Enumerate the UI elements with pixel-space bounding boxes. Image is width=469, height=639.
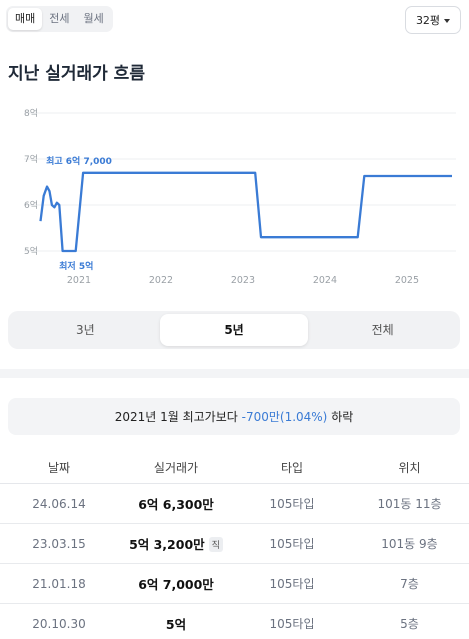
period-selector: 3년 5년 전체 bbox=[8, 311, 460, 349]
row-date: 24.06.14 bbox=[32, 496, 86, 511]
table-row[interactable]: 24.06.14 6억 6,300만 105타입 101동 11층 bbox=[0, 484, 469, 524]
row-date: 20.10.30 bbox=[32, 616, 86, 631]
tab-sale[interactable]: 매매 bbox=[8, 8, 43, 30]
direct-deal-badge: 직 bbox=[208, 537, 223, 552]
header-type: 타입 bbox=[280, 461, 304, 475]
price-trend-chart: 8억 7억 6억 5억 2021 2022 2023 2024 2025 최고 6억 7,00… bbox=[24, 107, 456, 286]
period-option-3y[interactable]: 3년 bbox=[75, 323, 95, 337]
row-type: 105타입 bbox=[269, 617, 315, 631]
header-date: 날짜 bbox=[47, 461, 71, 475]
transactions-table-header: 날짜 실거래가 타입 위치 bbox=[0, 452, 469, 484]
row-location: 101동 9층 bbox=[381, 537, 438, 551]
x-tick-label: 2021 bbox=[67, 275, 91, 286]
period-option-5y[interactable]: 5년 bbox=[159, 314, 309, 346]
summary-prefix: 2021년 1월 최고가보다 bbox=[114, 410, 242, 424]
row-price: 5억 3,200만 bbox=[129, 537, 205, 552]
deal-type-tabs: 매매 전세 월세 bbox=[6, 6, 113, 32]
x-tick-label: 2025 bbox=[395, 275, 419, 286]
summary-suffix: 하락 bbox=[327, 410, 354, 424]
section-divider bbox=[0, 369, 469, 378]
header-location: 위치 bbox=[398, 461, 421, 475]
x-tick-label: 2024 bbox=[313, 275, 337, 286]
y-tick-label: 5억 bbox=[24, 245, 38, 257]
row-price: 5억 bbox=[165, 617, 187, 632]
row-type: 105타입 bbox=[269, 577, 315, 591]
page-title: 지난 실거래가 흐름 bbox=[8, 64, 145, 84]
price-series-line bbox=[39, 171, 452, 253]
y-tick-label: 6억 bbox=[24, 199, 38, 211]
size-select[interactable]: 32평 bbox=[405, 6, 461, 34]
min-price-label: 최저 5억 bbox=[59, 260, 93, 272]
row-location: 101동 11층 bbox=[377, 497, 442, 511]
y-tick-label: 8억 bbox=[24, 107, 38, 119]
row-price: 6억 7,000만 bbox=[138, 577, 214, 592]
x-tick-label: 2023 bbox=[231, 275, 255, 286]
table-row[interactable]: 21.01.18 6억 7,000만 105타입 7층 bbox=[0, 564, 469, 604]
x-tick-label: 2022 bbox=[149, 275, 173, 286]
table-row[interactable]: 20.10.30 5억 105타입 5층 bbox=[0, 604, 469, 639]
y-tick-label: 7억 bbox=[24, 153, 38, 165]
period-option-all[interactable]: 전체 bbox=[371, 323, 394, 337]
chevron-down-icon bbox=[444, 18, 451, 23]
row-date: 21.01.18 bbox=[32, 576, 86, 591]
row-type: 105타입 bbox=[269, 537, 315, 551]
row-location: 7층 bbox=[400, 577, 419, 591]
header-price: 실거래가 bbox=[153, 461, 199, 475]
row-date: 23.03.15 bbox=[32, 536, 86, 551]
size-select-value: 32평 bbox=[415, 14, 441, 27]
tab-monthly-rent[interactable]: 월세 bbox=[83, 12, 104, 25]
row-price: 6억 6,300만 bbox=[138, 497, 214, 512]
max-price-label: 최고 6억 7,000 bbox=[46, 155, 112, 167]
tab-jeonse[interactable]: 전세 bbox=[49, 12, 70, 25]
row-location: 5층 bbox=[400, 617, 419, 631]
price-change-summary: 2021년 1월 최고가보다 -700만(1.04%) 하락 bbox=[8, 398, 460, 435]
summary-change: -700만(1.04%) bbox=[241, 410, 328, 424]
row-type: 105타입 bbox=[269, 497, 315, 511]
table-row[interactable]: 23.03.15 5억 3,200만 직 105타입 101동 9층 bbox=[0, 524, 469, 564]
